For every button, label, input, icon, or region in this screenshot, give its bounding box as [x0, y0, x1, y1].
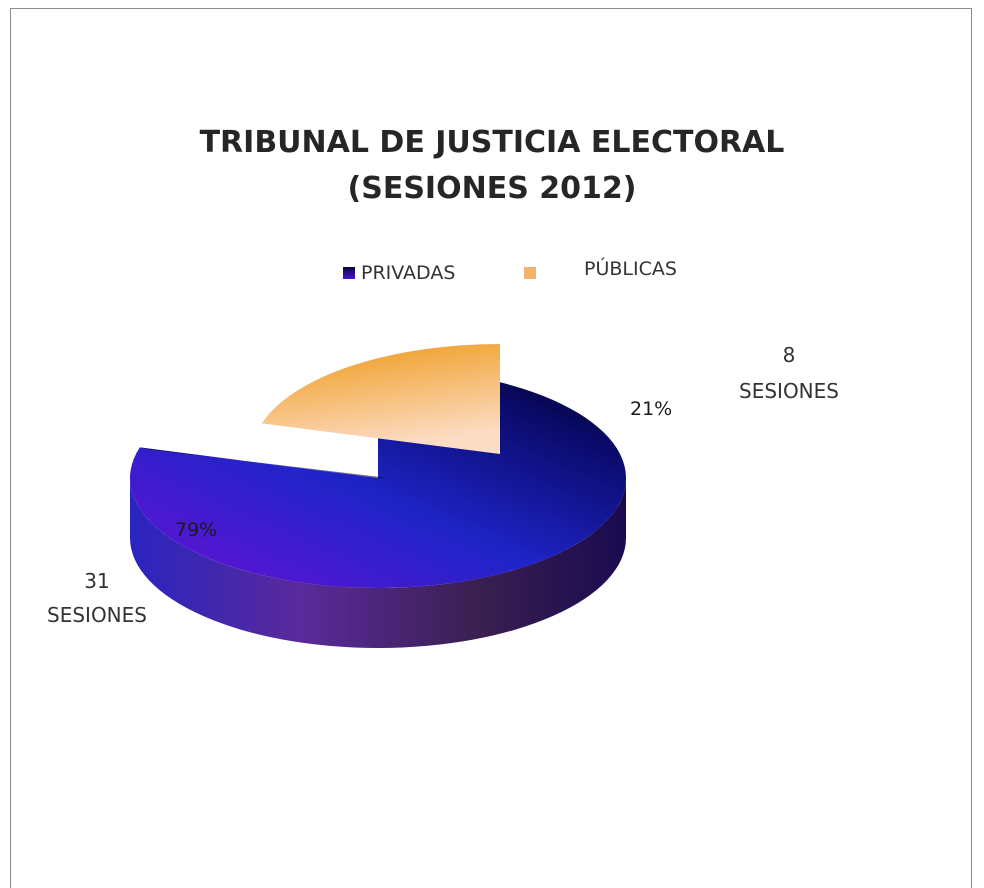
pie-slices: [130, 344, 627, 648]
percent-label-privadas: 79%: [175, 519, 217, 541]
pie-labels: 79% 21% 31 SESIONES 8 SESIONES: [47, 343, 839, 627]
chart-legend: PRIVADAS PÚBLICAS: [0, 258, 984, 292]
chart-title-line-1: TRIBUNAL DE JUSTICIA ELECTORAL: [199, 125, 785, 160]
data-label-privadas-unit: SESIONES: [47, 603, 147, 627]
pie-slice-publicas: [261, 344, 500, 454]
pie-slice-top-publicas: [261, 344, 500, 454]
chart-title-line-2: (SESIONES 2012): [347, 171, 637, 206]
legend-swatch-privadas: [343, 267, 355, 279]
pie-slice-side-privadas: [130, 478, 626, 648]
legend-swatch-publicas: [524, 267, 536, 279]
chart-title: TRIBUNAL DE JUSTICIA ELECTORAL (SESIONES…: [0, 120, 984, 212]
data-label-publicas-count: 8: [783, 343, 796, 367]
percent-label-publicas: 21%: [630, 398, 672, 420]
pie-slice-privadas: [130, 368, 627, 648]
legend-item-publicas: PÚBLICAS: [524, 258, 677, 280]
legend-label-privadas: PRIVADAS: [361, 262, 456, 284]
legend-label-publicas: PÚBLICAS: [584, 258, 677, 280]
legend-item-privadas: PRIVADAS: [343, 262, 455, 284]
data-label-privadas-count: 31: [84, 569, 109, 593]
data-label-publicas-unit: SESIONES: [739, 379, 839, 403]
